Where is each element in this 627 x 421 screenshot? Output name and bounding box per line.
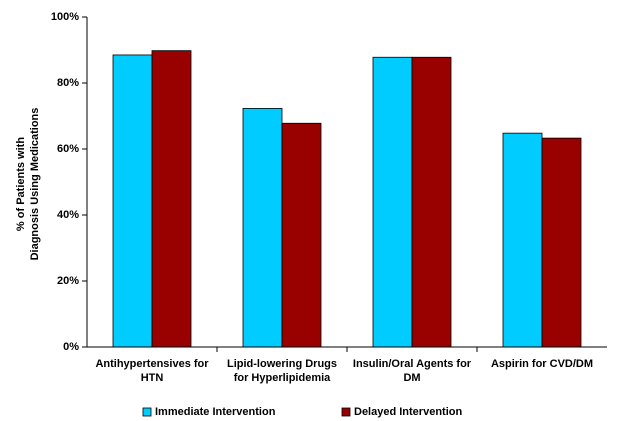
- y-tick-label: 20%: [56, 275, 79, 287]
- y-tick-label: 0%: [63, 341, 79, 353]
- bar: [372, 56, 413, 348]
- legend-swatch: [142, 407, 152, 417]
- x-tick-label: Aspirin for CVD/DM: [490, 358, 594, 370]
- bar: [281, 122, 322, 348]
- y-tick-label: 80%: [56, 77, 79, 89]
- y-axis-title: % of Patients with Diagnosis Using Medic…: [15, 107, 41, 261]
- x-tick-label: Lipid-lowering Drugs for Hyperlipidemia: [227, 358, 337, 384]
- bar: [502, 132, 543, 348]
- y-tick-label: 60%: [56, 143, 79, 155]
- y-tick-label: 40%: [56, 209, 79, 221]
- legend-label: Immediate Intervention: [155, 406, 276, 418]
- x-tick-label: Insulin/Oral Agents for DM: [352, 358, 472, 384]
- bar: [112, 54, 153, 348]
- legend-swatch: [341, 407, 351, 417]
- bar: [242, 108, 283, 348]
- bar: [411, 56, 452, 348]
- bar: [151, 50, 192, 348]
- y-tick-label: 100%: [50, 11, 79, 23]
- x-tick-label: Antihypertensives for HTN: [95, 358, 209, 384]
- bar: [541, 137, 582, 348]
- legend-label: Delayed Intervention: [354, 406, 463, 418]
